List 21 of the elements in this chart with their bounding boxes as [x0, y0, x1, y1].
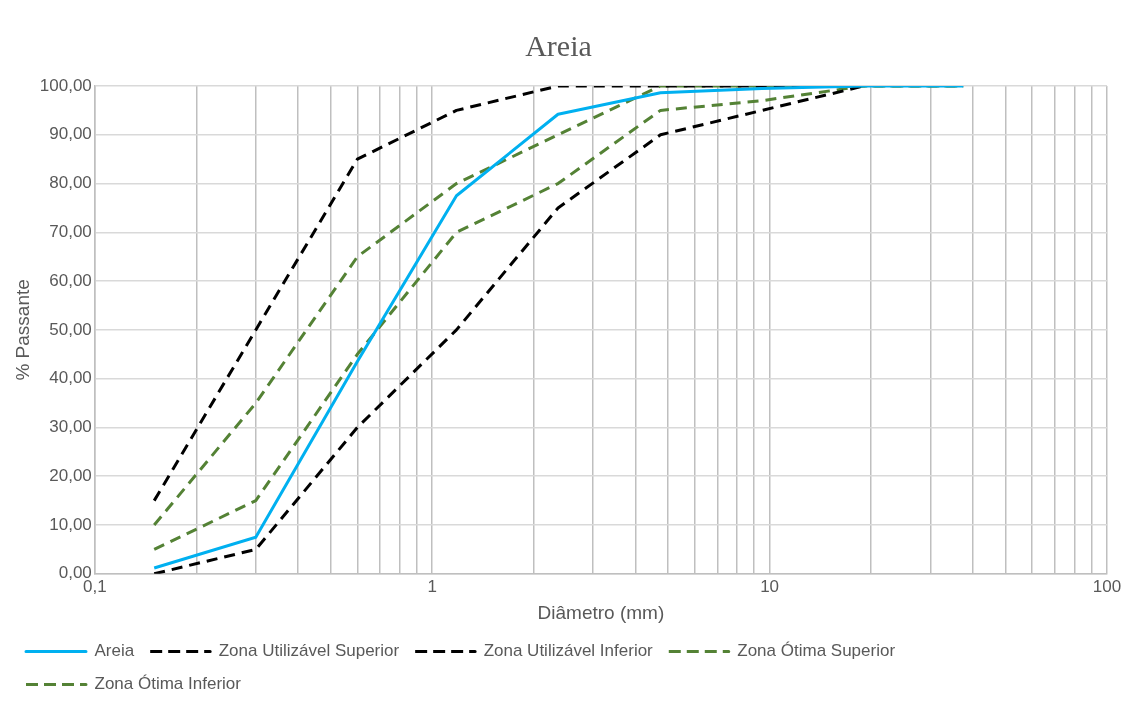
x-tick-label: 100 — [1092, 576, 1122, 596]
x-tick-label: 1 — [427, 576, 437, 596]
y-tick-label: 80,00 — [49, 173, 92, 193]
chart-title: Areia — [525, 28, 592, 62]
legend-label: Zona Utilizável Inferior — [483, 641, 654, 661]
y-tick-label: 30,00 — [49, 417, 92, 437]
x-tick-label: 10 — [760, 576, 780, 596]
legend-label: Zona Ótima Inferior — [94, 674, 242, 694]
y-tick-label: 40,00 — [49, 368, 92, 388]
y-tick-label: 70,00 — [49, 222, 92, 242]
x-axis-title: Diâmetro (mm) — [537, 601, 665, 623]
y-axis-title: % Passante — [11, 279, 33, 381]
y-tick-label: 20,00 — [49, 465, 92, 485]
legend-label: Zona Ótima Superior — [737, 641, 896, 661]
y-tick-label: 90,00 — [49, 124, 92, 144]
y-tick-label: 10,00 — [49, 514, 92, 534]
legend-label: Areia — [94, 641, 135, 661]
y-tick-label: 60,00 — [49, 270, 92, 290]
y-tick-label: 50,00 — [49, 319, 92, 339]
y-tick-label: 100,00 — [39, 75, 92, 95]
legend-label: Zona Utilizável Superior — [218, 641, 400, 661]
